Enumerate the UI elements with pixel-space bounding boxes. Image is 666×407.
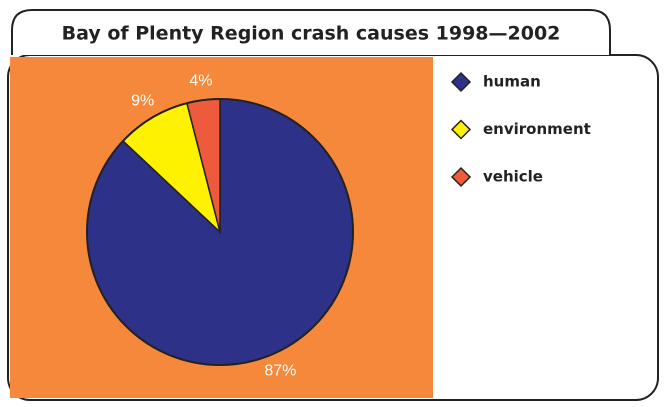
legend-marker — [450, 119, 472, 140]
title-box — [11, 9, 611, 55]
value-label: 87% — [264, 363, 296, 380]
legend-label: environment — [483, 120, 591, 138]
value-label: 4% — [189, 72, 212, 89]
value-label: 9% — [131, 92, 154, 109]
chart-title: Bay of Plenty Region crash causes 1998—2… — [62, 23, 561, 45]
legend-label: vehicle — [483, 168, 543, 186]
pie-outline — [86, 98, 354, 366]
legend-label: human — [483, 73, 541, 91]
legend-marker — [450, 71, 472, 93]
legend-marker — [450, 166, 472, 188]
